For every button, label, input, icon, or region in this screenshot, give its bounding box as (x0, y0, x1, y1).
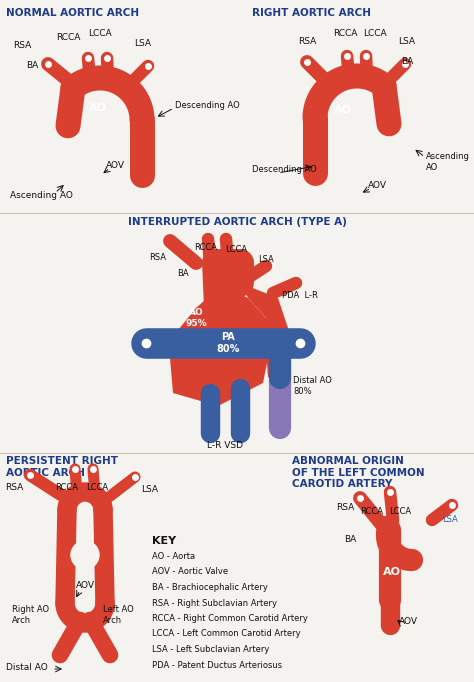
Text: Ascending
AO: Ascending AO (426, 152, 470, 172)
Text: INTERRUPTED AORTIC ARCH (TYPE A): INTERRUPTED AORTIC ARCH (TYPE A) (128, 217, 346, 227)
Text: AOV - Aortic Valve: AOV - Aortic Valve (152, 567, 228, 576)
Text: LCCA: LCCA (88, 29, 112, 38)
Text: RSA - Right Subclavian Artery: RSA - Right Subclavian Artery (152, 599, 277, 608)
Text: PDA  L-R: PDA L-R (282, 291, 318, 299)
Text: ABNORMAL ORIGIN
OF THE LEFT COMMON
CAROTID ARTERY: ABNORMAL ORIGIN OF THE LEFT COMMON CAROT… (292, 456, 425, 489)
Text: NORMAL AORTIC ARCH: NORMAL AORTIC ARCH (6, 8, 139, 18)
Text: Descending AO: Descending AO (252, 166, 317, 175)
Text: Right AO
Arch: Right AO Arch (12, 606, 49, 625)
Text: RSA: RSA (298, 38, 316, 46)
Text: LCCA: LCCA (86, 482, 108, 492)
Text: AO: AO (89, 103, 107, 113)
Text: RCCA: RCCA (333, 29, 357, 38)
Text: RSA: RSA (336, 503, 354, 512)
Text: LCCA: LCCA (389, 507, 411, 516)
Text: RCCA: RCCA (361, 507, 383, 516)
Text: PERSISTENT RIGHT
AORTIC ARCH: PERSISTENT RIGHT AORTIC ARCH (6, 456, 118, 477)
Text: LSA: LSA (258, 256, 274, 265)
Text: LSA: LSA (141, 484, 158, 494)
Text: L-R VSD: L-R VSD (207, 441, 243, 451)
Text: Left AO
Arch: Left AO Arch (103, 606, 134, 625)
Text: LSA: LSA (442, 516, 458, 524)
Text: BA: BA (401, 57, 413, 67)
Text: RSA: RSA (5, 482, 23, 492)
Text: Distal AO
80%: Distal AO 80% (293, 376, 332, 396)
Text: LSA: LSA (399, 38, 416, 46)
Text: Descending AO: Descending AO (175, 100, 240, 110)
Text: AO
95%: AO 95% (185, 308, 207, 327)
Text: AO - Aorta: AO - Aorta (152, 552, 195, 561)
Text: RIGHT AORTIC ARCH: RIGHT AORTIC ARCH (252, 8, 371, 18)
Text: BA: BA (26, 61, 38, 70)
Text: PA
80%: PA 80% (216, 332, 240, 354)
Text: LSA: LSA (135, 40, 152, 48)
Text: PDA - Patent Ductus Arteriosus: PDA - Patent Ductus Arteriosus (152, 660, 282, 670)
Text: Distal AO: Distal AO (6, 662, 48, 672)
Text: LCCA: LCCA (363, 29, 387, 38)
Text: BA: BA (177, 269, 189, 278)
Circle shape (71, 541, 99, 569)
Text: RCCA - Right Common Carotid Artery: RCCA - Right Common Carotid Artery (152, 614, 308, 623)
Text: RCCA: RCCA (56, 33, 80, 42)
Polygon shape (240, 283, 288, 378)
Text: AOV: AOV (367, 181, 386, 190)
Polygon shape (170, 288, 270, 406)
Text: AO: AO (383, 567, 401, 577)
Text: KEY: KEY (152, 536, 176, 546)
Text: BA - Brachiocephalic Artery: BA - Brachiocephalic Artery (152, 583, 268, 592)
Text: BA: BA (344, 535, 356, 544)
Text: Ascending AO: Ascending AO (10, 192, 73, 201)
Text: LSA - Left Subclavian Artery: LSA - Left Subclavian Artery (152, 645, 269, 654)
Text: LCCA - Left Common Carotid Artery: LCCA - Left Common Carotid Artery (152, 629, 301, 638)
Text: AOV: AOV (399, 617, 418, 627)
Text: LCCA: LCCA (225, 245, 247, 254)
Text: RCCA: RCCA (55, 482, 79, 492)
Text: AO: AO (334, 105, 352, 115)
Text: RSA: RSA (13, 40, 31, 50)
Text: RSA: RSA (149, 254, 166, 263)
Text: AOV: AOV (75, 580, 94, 589)
Text: RCCA: RCCA (194, 243, 218, 252)
Text: AOV: AOV (106, 160, 125, 170)
